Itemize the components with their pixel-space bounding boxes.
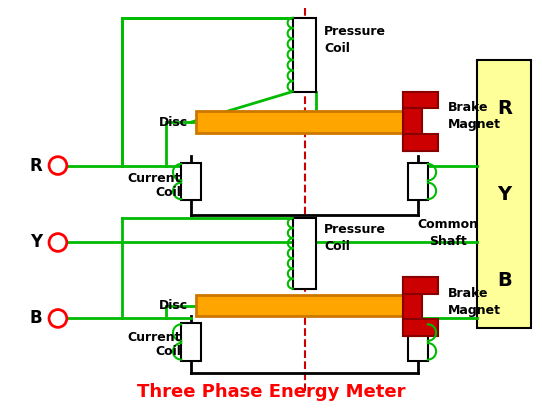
Text: B: B: [30, 309, 42, 328]
Text: Current: Current: [128, 172, 181, 185]
Text: Coil: Coil: [324, 42, 350, 55]
Text: Disc: Disc: [159, 115, 188, 129]
Bar: [408, 323, 428, 361]
Text: R: R: [497, 99, 512, 118]
Text: Magnet: Magnet: [448, 304, 501, 316]
Text: Pressure: Pressure: [324, 223, 386, 236]
Text: Magnet: Magnet: [448, 118, 501, 131]
Text: Pressure: Pressure: [324, 25, 386, 39]
Text: Brake: Brake: [448, 102, 488, 114]
Text: R: R: [30, 157, 43, 175]
Bar: [403, 134, 438, 151]
Text: Coil: Coil: [156, 345, 181, 358]
Bar: [403, 92, 422, 151]
Text: Y: Y: [30, 233, 42, 252]
Bar: [196, 295, 403, 316]
Circle shape: [49, 233, 67, 252]
Text: Coil: Coil: [156, 186, 181, 199]
Circle shape: [49, 309, 67, 327]
Bar: [403, 319, 438, 336]
Circle shape: [49, 157, 67, 174]
Bar: [403, 277, 438, 294]
Text: Common: Common: [417, 218, 478, 231]
Bar: [181, 323, 201, 361]
Text: Brake: Brake: [448, 287, 488, 300]
Bar: [403, 92, 438, 109]
Bar: [196, 111, 403, 133]
Text: B: B: [497, 270, 512, 289]
Text: Coil: Coil: [324, 240, 350, 252]
Text: Three Phase Energy Meter: Three Phase Energy Meter: [137, 383, 405, 402]
Text: Disc: Disc: [159, 299, 188, 312]
Bar: [181, 163, 201, 200]
Bar: [408, 163, 428, 200]
Bar: [477, 60, 532, 328]
Text: Current: Current: [128, 331, 181, 344]
Bar: [293, 18, 317, 92]
Bar: [403, 277, 422, 336]
Bar: [293, 218, 317, 289]
Text: Shaft: Shaft: [429, 235, 467, 248]
Text: Y: Y: [497, 185, 511, 204]
